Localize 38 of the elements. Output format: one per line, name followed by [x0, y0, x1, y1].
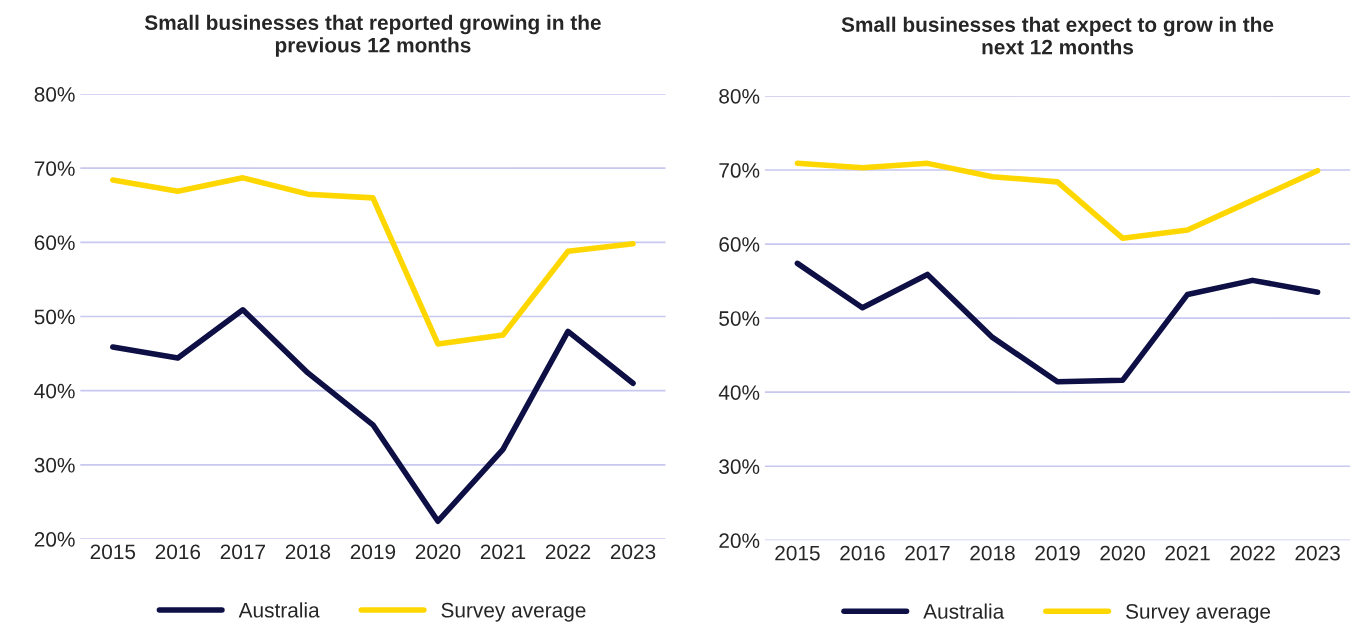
x-tick-label: 2018 [970, 545, 1015, 561]
y-tick-label: 60% [34, 235, 75, 251]
y-tick-label: 50% [34, 309, 75, 325]
x-tick-label: 2022 [1230, 545, 1275, 561]
y-tick-label: 20% [34, 532, 75, 547]
x-tick-label: 2016 [155, 544, 201, 560]
y-tick-label: 40% [718, 385, 760, 400]
y-tick-label: 70% [719, 163, 760, 178]
legend-label: Australia [238, 602, 320, 618]
x-tick-label: 2018 [285, 544, 331, 560]
x-tick-label: 2019 [1035, 545, 1080, 561]
x-tick-label: 2022 [545, 544, 591, 560]
x-tick-label: 2023 [610, 544, 656, 560]
y-tick-label: 30% [719, 459, 760, 475]
x-tick-label: 2023 [1295, 545, 1340, 561]
x-tick-label: 2019 [350, 544, 396, 560]
x-tick-label: 2016 [840, 545, 885, 561]
y-tick-label: 30% [34, 457, 75, 473]
y-tick-label: 70% [34, 161, 75, 176]
x-tick-label: 2021 [1165, 545, 1210, 561]
x-tick-label: 2021 [480, 544, 526, 560]
legend-label: Survey average [1126, 604, 1271, 623]
y-tick-label: 20% [719, 533, 760, 549]
x-tick-label: 2015 [775, 545, 820, 561]
legend-label: Survey average [441, 602, 586, 622]
x-tick-label: 2020 [1100, 545, 1145, 561]
x-tick-label: 2017 [220, 544, 265, 560]
chart-title: Small businesses that expect to grow in the next 12 months [841, 16, 1274, 55]
y-tick-label: 80% [719, 88, 760, 104]
x-tick-label: 2020 [415, 544, 461, 560]
y-tick-label: 50% [719, 311, 760, 326]
x-tick-label: 2015 [90, 544, 136, 560]
chart-title: Small businesses that reported growing in the previous 12 months [144, 14, 601, 57]
y-tick-label: 60% [719, 237, 760, 252]
y-tick-label: 80% [34, 87, 75, 102]
x-tick-label: 2017 [905, 545, 950, 561]
y-tick-label: 40% [34, 383, 75, 399]
legend-label: Australia [923, 603, 1005, 619]
